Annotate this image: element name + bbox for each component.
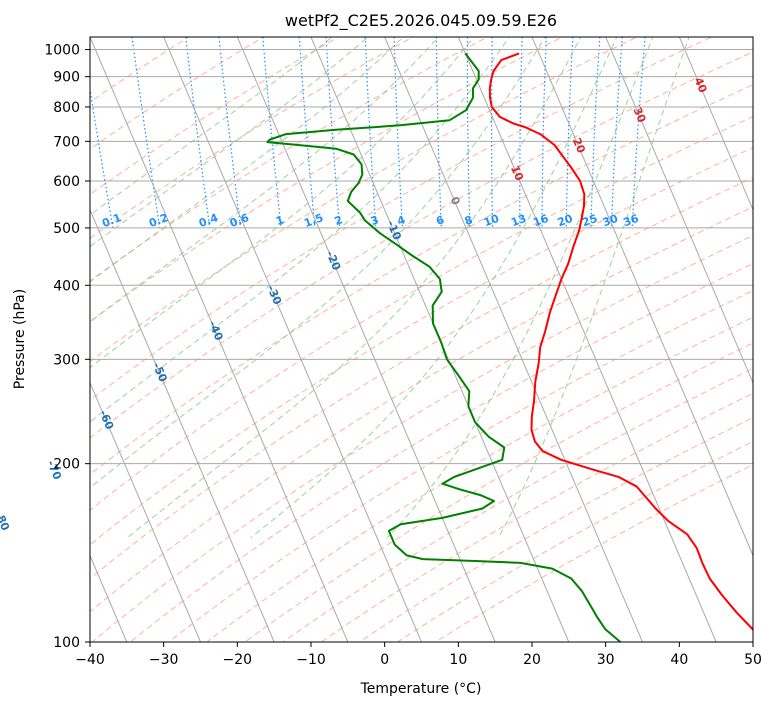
mixing-ratio-label: 13 — [509, 212, 528, 229]
isotherm-line — [90, 208, 275, 642]
dry-adiabat-line — [91, 234, 753, 642]
y-axis-label: Pressure (hPa) — [12, 289, 28, 389]
mixing-ratio-label: 2 — [333, 213, 345, 228]
y-tick-label: 400 — [53, 278, 80, 294]
isotherm-line — [457, 37, 717, 642]
profiles-layer — [266, 52, 753, 642]
x-tick-label: −20 — [223, 652, 253, 668]
y-tick-label: 900 — [53, 70, 80, 86]
pressure-grid-layer — [90, 37, 753, 642]
moist-adiabat-line — [250, 37, 618, 539]
isotherm-line — [605, 37, 753, 384]
isotherm-line — [678, 37, 753, 212]
line-labels-layer: -100-90-80-70-60-50-40-30-20-10010203040… — [0, 76, 710, 533]
isotherm-label: 30 — [630, 105, 648, 124]
dry-adiabat-line — [90, 37, 265, 150]
mixing-ratio-label: 3 — [369, 213, 381, 228]
isotherm-line — [90, 37, 349, 642]
y-tick-label: 600 — [53, 174, 80, 190]
mixing-ratio-label: 0.2 — [147, 211, 170, 230]
dry-adiabat-line — [90, 51, 753, 439]
x-tick-label: −40 — [75, 652, 105, 668]
mixing-ratio-label: 10 — [482, 212, 501, 230]
moist-adiabat-line — [90, 37, 440, 323]
mixing-ratio-label: 0.6 — [228, 211, 251, 230]
mixing-ratio-label: 6 — [434, 213, 446, 228]
y-tick-label: 700 — [53, 134, 80, 150]
mixing-ratio-label: 20 — [556, 212, 575, 230]
dry-adiabat-line — [205, 316, 753, 642]
moist-adiabat-line — [386, 37, 654, 539]
x-tick-label: −30 — [149, 652, 179, 668]
x-tick-label: 0 — [380, 652, 389, 668]
isotherm-line — [384, 37, 644, 642]
x-tick-label: 30 — [597, 652, 615, 668]
mixing-ratio-label: 16 — [531, 212, 550, 230]
dry-adiabat-line — [129, 262, 753, 642]
moist-adiabat-line — [90, 37, 511, 423]
dewpoint-line — [266, 52, 622, 642]
x-tick-label: 10 — [449, 652, 467, 668]
mixing-ratio-label: 30 — [601, 212, 620, 230]
x-tick-label: −10 — [296, 652, 326, 668]
moist-adiabat-line — [90, 37, 475, 369]
y-tick-label: 100 — [53, 635, 80, 651]
x-tick-label: 20 — [523, 652, 541, 668]
x-tick-label: 40 — [670, 652, 688, 668]
mixing-ratio-label: 8 — [463, 213, 475, 228]
moist-adiabat-line — [498, 37, 690, 538]
moist-adiabat-line — [126, 37, 582, 539]
y-tick-label: 500 — [53, 221, 80, 237]
dry-adiabat-line — [90, 206, 753, 613]
dry-adiabat-line — [90, 84, 753, 476]
moist-adiabat-line — [90, 37, 369, 248]
isotherm-line — [236, 37, 496, 642]
axes-layer: −40 −30 −20 −10 0 10 20 30 40 5010020030040050060… — [44, 43, 762, 668]
y-tick-label: 200 — [53, 457, 80, 473]
plot-frame — [89, 36, 754, 643]
isotherm-label: 40 — [691, 76, 709, 95]
mixing-ratio-label: 0.1 — [100, 211, 123, 230]
isotherm-label: 10 — [508, 164, 526, 183]
dry-adiabat-line — [282, 367, 753, 642]
y-tick-label: 1000 — [44, 43, 80, 59]
dry-adiabat-line — [90, 177, 753, 580]
dry-adiabat-line — [244, 342, 753, 642]
mixing-ratio-label: 1.5 — [302, 211, 325, 230]
y-tick-label: 800 — [53, 100, 80, 116]
moist-adiabat-line — [90, 37, 546, 489]
isotherm-line — [531, 37, 753, 557]
dry-adiabat-line — [90, 37, 713, 401]
x-tick-label: 50 — [744, 652, 762, 668]
dry-adiabat-line — [167, 290, 753, 642]
isotherm-line — [90, 554, 128, 642]
temperature-line — [488, 52, 753, 632]
isotherm-line — [163, 37, 423, 642]
mixing-ratio-label: 4 — [395, 213, 407, 228]
mixing-ratio-label: 0.4 — [197, 211, 220, 230]
x-axis-label: Temperature (°C) — [360, 681, 482, 697]
y-tick-label: 300 — [53, 352, 80, 368]
isotherm-line — [90, 381, 202, 642]
mixing-ratio-label: 25 — [580, 212, 599, 229]
dry-adiabat-line — [434, 464, 753, 642]
mixing-ratio-label: 36 — [622, 212, 641, 230]
isotherm-label: 20 — [570, 136, 588, 155]
mixing-ratio-label: 1 — [274, 213, 286, 228]
moist-adiabat-line — [90, 37, 333, 216]
chart-title: wetPf2_C2E5.2026.045.09.59.E26 — [285, 11, 557, 31]
